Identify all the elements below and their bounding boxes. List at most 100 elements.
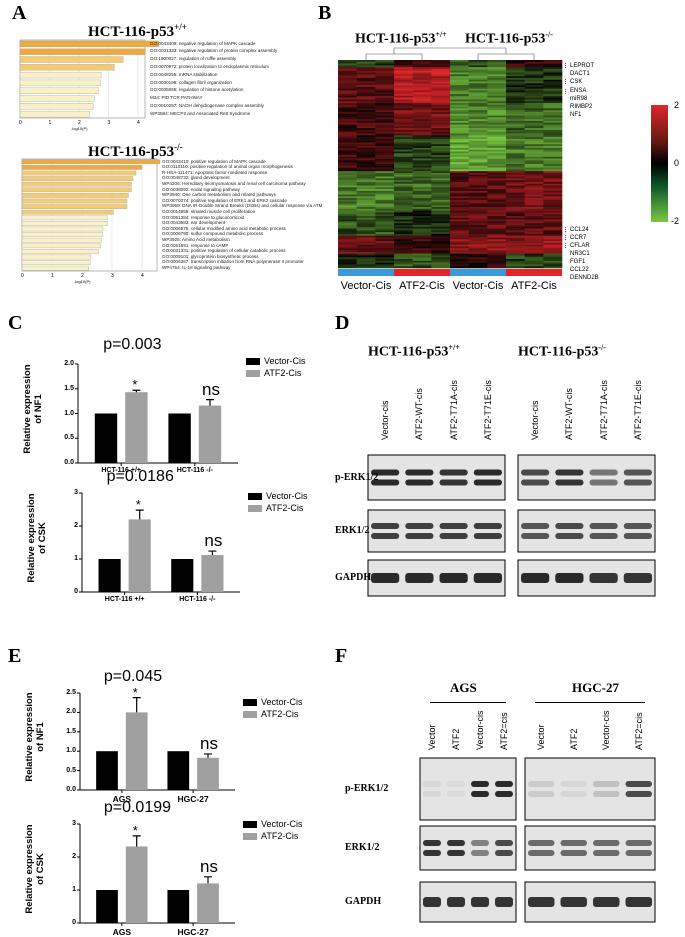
heatmap-cell	[412, 264, 432, 267]
heatmap-cell	[543, 94, 563, 97]
heatmap-cell	[524, 126, 544, 129]
heatmap-cell	[487, 180, 507, 183]
heatmap-cell	[468, 194, 488, 197]
heatmap-cell	[506, 129, 525, 133]
heatmap-cell	[431, 203, 451, 206]
heatmap-cell	[375, 86, 395, 89]
heatmap-cell	[543, 259, 563, 262]
heatmap-cell	[543, 77, 563, 81]
heatmap-cell	[412, 223, 432, 226]
protein-band	[371, 479, 400, 486]
heatmap-cell	[468, 138, 488, 141]
heatmap-cell	[431, 81, 451, 84]
heatmap-cell	[431, 153, 451, 156]
error-bar	[208, 550, 217, 556]
heatmap-cell	[506, 120, 525, 124]
heatmap-cell	[524, 242, 544, 245]
heatmap-cell	[487, 216, 507, 219]
heatmap-cell	[431, 77, 451, 81]
heatmap-cell	[543, 205, 563, 208]
heatmap-cell	[543, 194, 563, 197]
protein-band	[439, 469, 468, 476]
heatmap-cell	[543, 264, 563, 267]
heatmap-cell	[524, 228, 544, 231]
y-axis-label-line2: of CSK	[36, 521, 48, 554]
heatmap-cell	[450, 226, 469, 229]
term-label: WP4754: IL-18 signaling pathway	[162, 264, 231, 270]
gene-marker	[565, 243, 566, 248]
heatmap-cell	[506, 176, 525, 179]
lane-label: ATF2-WT-cis	[414, 388, 425, 440]
heatmap-cell	[431, 169, 451, 172]
heatmap-cell	[450, 147, 469, 150]
heatmap-cell	[487, 183, 507, 186]
heatmap-cell	[412, 108, 432, 111]
blot-frame	[517, 454, 656, 501]
heatmap-cell	[506, 153, 525, 156]
protein-band	[447, 791, 465, 797]
blot-strip	[524, 825, 656, 871]
heatmap-cell	[394, 259, 413, 262]
heatmap-cell	[543, 192, 563, 195]
significance-label: *	[132, 822, 138, 838]
protein-band	[589, 533, 618, 539]
heatmap-cell	[487, 164, 507, 167]
heatmap-cell	[431, 70, 451, 73]
heatmap-cell	[450, 214, 469, 217]
protein-band	[371, 573, 400, 583]
heatmap-cell	[468, 207, 488, 210]
heatmap-cell	[338, 142, 357, 145]
heatmap-cell	[338, 151, 357, 154]
heatmap-cell	[543, 190, 563, 193]
heatmap-cell	[338, 124, 357, 127]
heatmap-cell	[506, 219, 525, 222]
heatmap-cell	[506, 167, 525, 170]
heatmap-cell	[338, 207, 357, 210]
heatmap-cell	[487, 185, 507, 188]
heatmap-cell	[394, 198, 413, 201]
heatmap-cell	[356, 153, 376, 156]
heatmap-cell	[375, 128, 395, 131]
blot-title-right: HGC-27	[572, 680, 619, 696]
heatmap-cell	[356, 185, 376, 188]
heatmap-cell	[338, 112, 357, 115]
heatmap-cell	[487, 131, 507, 134]
protein-band	[371, 469, 400, 476]
blot-strip	[367, 559, 506, 597]
heatmap-cell	[450, 212, 469, 215]
heatmap-cell	[524, 217, 544, 220]
heatmap-cell	[394, 212, 413, 215]
heatmap-cell	[394, 131, 413, 134]
heatmap-cell	[506, 142, 525, 145]
heatmap-cell	[450, 119, 469, 122]
heatmap-cell	[524, 251, 544, 254]
heatmap-cell	[431, 248, 451, 251]
heatmap-cell	[394, 183, 413, 186]
heatmap-cell	[524, 135, 544, 138]
heatmap-cell	[394, 68, 413, 72]
heatmap-cell	[412, 224, 432, 228]
heatmap-cell	[506, 221, 525, 224]
heatmap-cell	[468, 156, 488, 159]
heatmap-cell	[375, 233, 395, 237]
heatmap-cell	[412, 172, 432, 176]
heatmap-cell	[338, 224, 357, 228]
heatmap-cell	[543, 138, 563, 141]
heatmap-cell	[338, 241, 357, 244]
heatmap-cell	[394, 94, 413, 97]
enrichment-bar	[21, 215, 108, 221]
heatmap-cell	[524, 61, 544, 64]
heatmap-cell	[506, 264, 525, 267]
heatmap-cell	[468, 260, 488, 263]
heatmap-cell	[375, 257, 395, 260]
heatmap-cell	[431, 126, 451, 129]
heatmap-cell	[543, 103, 563, 106]
heatmap-cell	[450, 165, 469, 168]
heatmap-cell	[468, 199, 488, 202]
enrichment-plot	[21, 158, 161, 272]
heatmap-cell	[431, 262, 451, 265]
heatmap-cell	[356, 187, 376, 190]
heatmap-cell	[524, 85, 544, 88]
heatmap-cell	[431, 146, 451, 149]
heatmap-cell	[450, 257, 469, 260]
